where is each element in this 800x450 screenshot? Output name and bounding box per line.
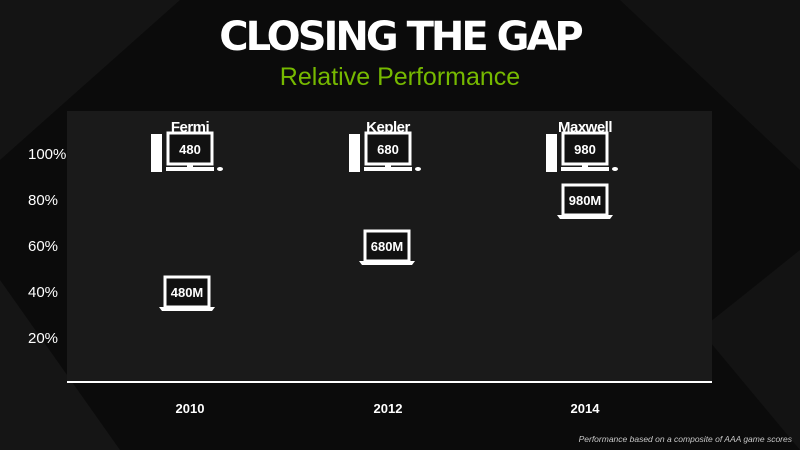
- x-tick-label: 2010: [176, 401, 205, 416]
- y-tick-label: 100%: [28, 146, 66, 163]
- laptop-base: [159, 307, 215, 311]
- y-tick-label: 80%: [28, 192, 58, 209]
- chart-subtitle: Relative Performance: [279, 63, 521, 91]
- desktop-keyboard: [166, 167, 214, 171]
- y-tick-label: 20%: [28, 330, 58, 347]
- page-title: CLOSING THE GAP: [219, 14, 583, 60]
- desktop-point: 480: [151, 131, 223, 172]
- desktop-mouse: [415, 167, 421, 171]
- laptop-screen: [163, 275, 211, 309]
- desktop-tower: [546, 134, 557, 172]
- desktop-value-label: 480: [179, 142, 201, 157]
- laptop-screen: [363, 229, 411, 263]
- laptop-value-label: 480M: [171, 285, 204, 300]
- desktop-point: 680: [349, 131, 421, 172]
- desktop-keyboard: [364, 167, 412, 171]
- desktop-tower: [349, 134, 360, 172]
- laptop-point: 980M: [557, 183, 613, 219]
- x-tick-label: 2014: [571, 401, 601, 416]
- desktop-value-label: 680: [377, 142, 399, 157]
- desktop-tower: [151, 134, 162, 172]
- x-tick-label: 2012: [374, 401, 403, 416]
- desktop-stand: [582, 164, 588, 167]
- laptop-value-label: 680M: [371, 239, 404, 254]
- y-tick-label: 40%: [28, 284, 58, 301]
- desktop-monitor: [561, 131, 609, 166]
- desktop-value-label: 980: [574, 142, 596, 157]
- laptop-value-label: 980M: [569, 193, 602, 208]
- laptop-base: [359, 261, 415, 265]
- laptop-point: 680M: [359, 229, 415, 265]
- laptop-base: [557, 215, 613, 219]
- desktop-mouse: [612, 167, 618, 171]
- y-tick-label: 60%: [28, 238, 58, 255]
- desktop-stand: [187, 164, 193, 167]
- desktop-stand: [385, 164, 391, 167]
- footnote: Performance based on a composite of AAA …: [578, 434, 792, 444]
- desktop-keyboard: [561, 167, 609, 171]
- laptop-point: 480M: [159, 275, 215, 311]
- desktop-mouse: [217, 167, 223, 171]
- desktop-monitor: [364, 131, 412, 166]
- desktop-point: 980: [546, 131, 618, 172]
